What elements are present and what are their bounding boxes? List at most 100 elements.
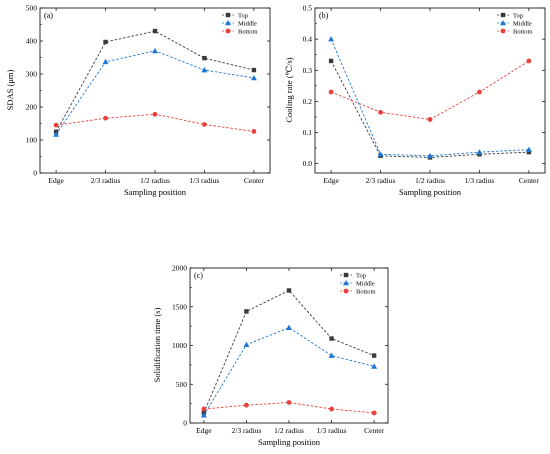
panel-label: (c) xyxy=(194,271,203,280)
x-tick-label: 2/3 radius xyxy=(91,176,121,185)
legend-label: Bottom xyxy=(356,288,376,295)
data-point-middle xyxy=(377,151,384,157)
legend-label: Middle xyxy=(513,20,532,27)
data-point-middle xyxy=(328,36,335,42)
x-tick-label: 1/2 radius xyxy=(274,426,304,435)
panel-label: (b) xyxy=(319,11,329,20)
data-point-middle xyxy=(250,74,257,81)
x-tick-label: 1/2 radius xyxy=(415,176,445,185)
data-point-middle xyxy=(102,58,109,65)
panel-label: (a) xyxy=(44,11,53,20)
data-point-middle xyxy=(525,146,532,152)
x-tick-label: Edge xyxy=(323,176,339,185)
data-point-bottom xyxy=(201,406,207,412)
data-point-bottom xyxy=(328,89,334,95)
series-line-middle xyxy=(203,327,375,416)
data-point-top xyxy=(244,309,249,314)
y-tick-label: 0.5 xyxy=(303,4,313,13)
x-axis-title: Sampling position xyxy=(399,187,462,197)
legend-marker xyxy=(343,288,349,294)
x-tick-label: 1/3 radius xyxy=(317,426,347,435)
chart-panel-2: 0.0 0.1 0.2 0.3 0.4 0.5 Edge 2/3 radius 1/2 radi… xyxy=(284,4,546,197)
y-tick-label: 0 xyxy=(33,169,37,178)
y-tick-label: 500 xyxy=(176,380,188,389)
data-point-bottom xyxy=(378,109,383,115)
legend-label: Middle xyxy=(356,280,375,287)
data-point-middle xyxy=(476,149,483,155)
legend-marker xyxy=(225,20,231,26)
data-point-top xyxy=(251,67,257,73)
x-tick-label: Edge xyxy=(196,426,212,435)
x-tick-label: Center xyxy=(519,176,539,185)
legend-label: Middle xyxy=(238,20,257,27)
data-point-bottom xyxy=(251,129,257,134)
x-tick-label: 2/3 radius xyxy=(232,426,262,435)
data-point-bottom xyxy=(286,400,292,405)
x-tick-label: Center xyxy=(244,176,264,185)
y-tick-label: 0 xyxy=(183,419,187,428)
y-tick-label: 2000 xyxy=(172,264,187,273)
legend-marker xyxy=(343,272,349,278)
data-point-top xyxy=(328,58,334,64)
chart-panel-1: 0 100 200 300 400 500 Edge 2/3 radius 1/2 radius… xyxy=(5,4,271,197)
x-axis-title: Sampling position xyxy=(124,187,187,197)
x-tick-label: 1/3 radius xyxy=(190,176,220,185)
data-point-middle xyxy=(371,363,378,369)
legend-marker xyxy=(500,20,506,26)
y-axis-title: Cooling rate (℃/s) xyxy=(284,57,294,122)
data-point-middle xyxy=(152,47,158,54)
data-point-middle xyxy=(201,67,208,73)
legend-marker xyxy=(225,12,231,18)
x-tick-label: 2/3 radius xyxy=(366,176,396,185)
data-point-top xyxy=(103,39,108,45)
y-tick-label: 1000 xyxy=(172,341,187,350)
x-tick-label: Edge xyxy=(48,176,64,185)
data-point-bottom xyxy=(53,122,59,128)
y-tick-label: 0.4 xyxy=(303,35,313,44)
legend-marker xyxy=(500,28,506,34)
x-tick-label: Center xyxy=(364,426,384,435)
data-point-top xyxy=(152,28,158,34)
series-line-middle xyxy=(330,38,529,157)
x-axis-title: Sampling position xyxy=(258,437,321,447)
y-tick-label: 0.3 xyxy=(303,66,313,75)
legend-marker xyxy=(500,12,506,18)
data-point-bottom xyxy=(103,115,108,121)
series-line-bottom xyxy=(203,402,375,414)
data-point-top xyxy=(286,288,292,293)
data-point-middle xyxy=(243,341,250,348)
y-tick-label: 300 xyxy=(26,70,38,79)
data-point-bottom xyxy=(477,89,482,95)
legend-marker xyxy=(343,280,349,286)
data-point-middle xyxy=(53,131,60,137)
chart-panel-3: 0 500 1000 1500 2000 Edge 2/3 radius 1/2 radius… xyxy=(152,264,389,447)
y-tick-label: 200 xyxy=(26,103,38,112)
data-point-middle xyxy=(328,352,335,358)
legend-label: Top xyxy=(356,272,366,279)
data-point-top xyxy=(526,149,532,155)
y-tick-label: 100 xyxy=(26,136,38,145)
legend-marker xyxy=(225,28,231,34)
y-tick-label: 0.1 xyxy=(303,128,313,137)
legend-label: Top xyxy=(238,12,248,19)
data-point-bottom xyxy=(526,58,532,64)
data-point-top xyxy=(329,336,334,341)
x-tick-label: 1/3 radius xyxy=(465,176,495,185)
y-tick-label: 400 xyxy=(26,37,38,46)
legend-label: Bottom xyxy=(513,28,533,35)
data-point-top xyxy=(371,353,377,358)
data-point-bottom xyxy=(244,402,249,408)
y-tick-label: 500 xyxy=(26,4,38,13)
legend-label: Top xyxy=(513,12,523,19)
y-tick-label: 1500 xyxy=(172,302,187,311)
data-point-bottom xyxy=(202,122,207,127)
data-point-middle xyxy=(286,324,292,330)
y-tick-label: 0.0 xyxy=(303,159,313,168)
data-point-middle xyxy=(427,152,433,159)
x-tick-label: 1/2 radius xyxy=(140,176,170,185)
data-point-bottom xyxy=(329,406,334,412)
y-axis-title: SDAS (μm) xyxy=(5,69,15,110)
y-axis-title: Solidification time (s) xyxy=(152,308,162,383)
